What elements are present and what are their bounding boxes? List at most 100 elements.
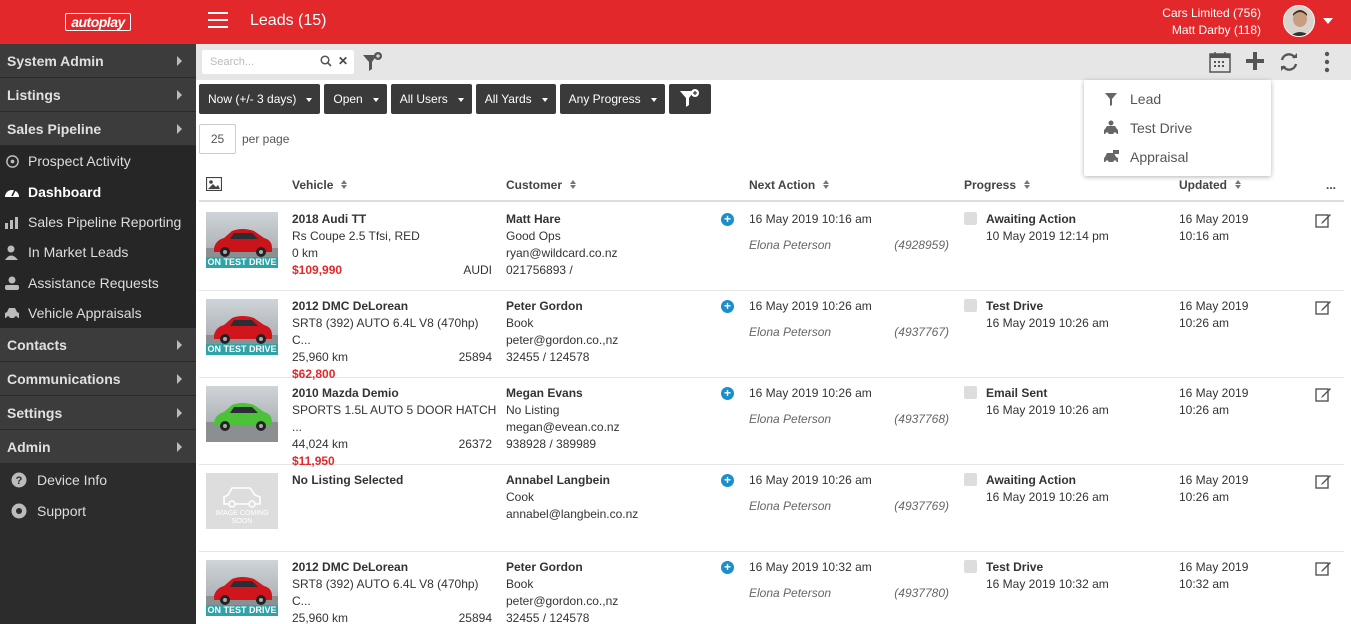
calendar-icon[interactable] — [1208, 50, 1232, 77]
vehicle-km: 25,960 km — [292, 350, 349, 364]
lead-reference: (4928959) — [894, 238, 949, 252]
column-header-more[interactable]: ... — [1326, 178, 1337, 192]
vehicle-title[interactable]: No Listing Selected — [292, 473, 404, 487]
sidebar-section-admin[interactable]: Admin — [0, 430, 196, 465]
sidebar-item-in-market-leads[interactable]: In Market Leads — [0, 237, 196, 268]
add-icon[interactable] — [1245, 51, 1265, 74]
updated-cell: 16 May 2019 10:32 am — [1179, 559, 1248, 593]
progress-checkbox[interactable] — [964, 212, 977, 225]
vehicle-thumbnail[interactable]: IMAGE COMING SOON — [206, 473, 278, 529]
sidebar-item-sales-pipeline-reporting[interactable]: Sales Pipeline Reporting — [0, 206, 196, 238]
date-filter-dropdown[interactable]: Now (+/- 3 days) — [199, 84, 321, 114]
account-dropdown-icon[interactable] — [1323, 18, 1333, 24]
sidebar-item-vehicle-appraisals[interactable]: Vehicle Appraisals — [0, 297, 196, 329]
sidebar-section-settings[interactable]: Settings — [0, 396, 196, 431]
refresh-icon[interactable] — [1278, 51, 1300, 76]
assignee: Elona Peterson — [749, 412, 832, 426]
column-header-vehicle[interactable]: Vehicle — [292, 178, 348, 192]
menu-item-lead[interactable]: Lead — [1084, 84, 1271, 113]
customer-name[interactable]: Megan Evans — [506, 386, 583, 400]
per-page-input[interactable]: 25 — [199, 124, 236, 154]
add-filter-icon[interactable] — [362, 51, 384, 76]
more-vertical-icon[interactable] — [1324, 51, 1330, 76]
sidebar-section-listings[interactable]: Listings — [0, 78, 196, 112]
customer-name[interactable]: Annabel Langbein — [506, 473, 611, 487]
clear-search-icon[interactable]: ✕ — [337, 54, 348, 68]
customer-email[interactable]: peter@gordon.co.,nz — [506, 333, 619, 347]
vehicle-thumbnail[interactable]: ON TEST DRIVE — [206, 560, 278, 616]
vehicle-title[interactable]: 2010 Mazda Demio — [292, 386, 399, 400]
sidebar-item-assistance-requests[interactable]: Assistance Requests — [0, 267, 196, 298]
status-filter-dropdown[interactable]: Open — [324, 84, 387, 114]
progress-checkbox[interactable] — [964, 473, 977, 486]
account-info[interactable]: Cars Limited (756) Matt Darby (118) — [1162, 5, 1261, 39]
customer-email[interactable]: ryan@wildcard.co.nz — [506, 246, 618, 260]
add-action-icon[interactable]: + — [721, 561, 734, 574]
sidebar-section-communications[interactable]: Communications — [0, 362, 196, 397]
progress-date: 16 May 2019 10:26 am — [986, 316, 1109, 330]
add-action-icon[interactable]: + — [721, 387, 734, 400]
add-menu: Lead Test Drive Appraisal — [1084, 80, 1271, 176]
table-row[interactable]: IMAGE COMING SOON No Listing Selected Anna… — [199, 465, 1344, 552]
sidebar-item-prospect-activity[interactable]: Prospect Activity — [0, 146, 196, 177]
edit-icon[interactable] — [1315, 299, 1332, 319]
add-action-icon[interactable]: + — [721, 213, 734, 226]
edit-icon[interactable] — [1315, 212, 1332, 232]
add-action-icon[interactable]: + — [721, 300, 734, 313]
progress-checkbox[interactable] — [964, 560, 977, 573]
chart-icon — [4, 214, 20, 230]
table-row[interactable]: ON TEST DRIVE 2012 DMC DeLorean SRT8 (392)… — [199, 291, 1344, 381]
vehicle-title[interactable]: 2012 DMC DeLorean — [292, 560, 409, 574]
customer-name[interactable]: Matt Hare — [506, 212, 561, 226]
progress-filter-dropdown[interactable]: Any Progress — [559, 84, 665, 114]
customer-email[interactable]: megan@evean.co.nz — [506, 420, 620, 434]
chevron-right-icon — [177, 408, 182, 419]
users-filter-dropdown[interactable]: All Users — [390, 84, 472, 114]
menu-item-test-drive[interactable]: Test Drive — [1084, 113, 1271, 142]
table-row[interactable]: 2010 Mazda Demio SPORTS 1.5L AUTO 5 DOOR … — [199, 378, 1344, 468]
customer-source: No Listing — [506, 403, 560, 417]
customer-source: Cook — [506, 490, 535, 504]
vehicle-thumbnail[interactable]: ON TEST DRIVE — [206, 212, 278, 268]
hamburger-menu-icon[interactable] — [208, 12, 228, 30]
vehicle-thumbnail[interactable]: ON TEST DRIVE — [206, 299, 278, 355]
search-input[interactable] — [202, 50, 312, 74]
customer-source: Book — [506, 577, 534, 591]
column-header-customer[interactable]: Customer — [506, 178, 577, 192]
column-header-progress[interactable]: Progress — [964, 178, 1031, 192]
column-header-updated[interactable]: Updated — [1179, 178, 1241, 192]
sidebar-section-contacts[interactable]: Contacts — [0, 328, 196, 363]
customer-name[interactable]: Peter Gordon — [506, 299, 583, 313]
sidebar-item-support[interactable]: Support — [0, 495, 196, 526]
add-action-icon[interactable]: + — [721, 474, 734, 487]
customer-email[interactable]: annabel@langbein.co.nz — [506, 507, 639, 521]
sidebar-item-device-info[interactable]: ? Device Info — [0, 464, 196, 495]
edit-icon[interactable] — [1315, 473, 1332, 493]
progress-checkbox[interactable] — [964, 299, 977, 312]
progress-cell: Test Drive 16 May 2019 10:26 am — [986, 298, 1109, 332]
sidebar-item-dashboard[interactable]: Dashboard — [0, 176, 196, 207]
column-header-next-action[interactable]: Next Action — [749, 178, 830, 192]
table-row[interactable]: ON TEST DRIVE 2018 Audi TT Rs Coupe 2.5 Tf… — [199, 204, 1344, 291]
add-filter-button[interactable] — [668, 84, 711, 114]
vehicle-thumbnail[interactable] — [206, 386, 278, 442]
progress-checkbox[interactable] — [964, 386, 977, 399]
column-header-label: Updated — [1179, 178, 1227, 192]
vehicle-title[interactable]: 2012 DMC DeLorean — [292, 299, 409, 313]
sidebar-section-sales-pipeline[interactable]: Sales Pipeline — [0, 112, 196, 146]
search-icon[interactable] — [320, 55, 332, 70]
avatar[interactable] — [1283, 5, 1315, 37]
customer-email[interactable]: peter@gordon.co.,nz — [506, 594, 619, 608]
menu-item-appraisal[interactable]: Appraisal — [1084, 142, 1271, 171]
logo[interactable]: autoPLAY — [0, 0, 196, 44]
chevron-right-icon — [177, 374, 182, 385]
table-row[interactable]: ON TEST DRIVE 2012 DMC DeLorean SRT8 (392)… — [199, 552, 1344, 624]
customer-source: Book — [506, 316, 534, 330]
vehicle-title[interactable]: 2018 Audi TT — [292, 212, 367, 226]
yards-filter-dropdown[interactable]: All Yards — [475, 84, 556, 114]
edit-icon[interactable] — [1315, 386, 1332, 406]
edit-icon[interactable] — [1315, 560, 1332, 580]
customer-name[interactable]: Peter Gordon — [506, 560, 583, 574]
hand-icon — [4, 275, 20, 291]
sidebar-section-system-admin[interactable]: System Admin — [0, 44, 196, 78]
